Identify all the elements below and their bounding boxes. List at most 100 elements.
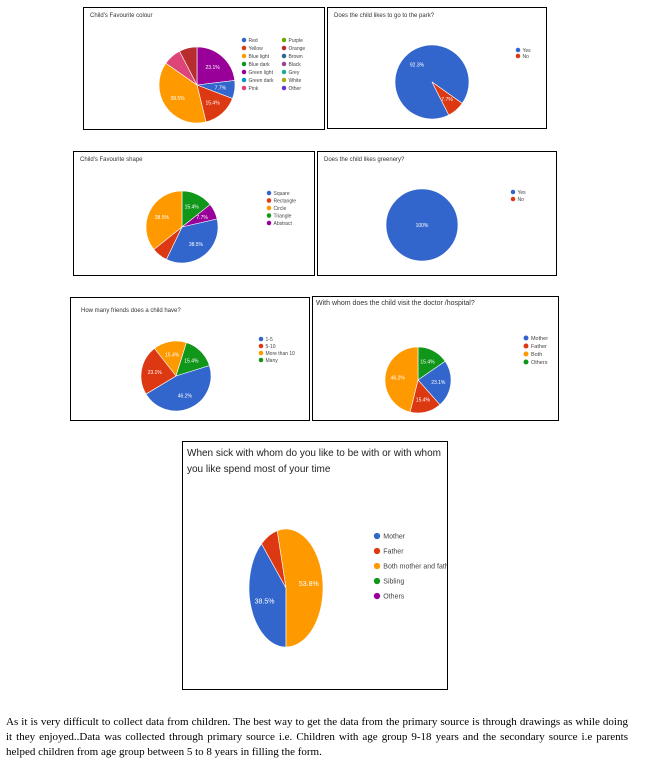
legend-label: No	[518, 197, 525, 203]
data-label: 38.5%	[170, 96, 185, 102]
legend-label: Circle	[274, 206, 287, 212]
data-label: 15.4%	[420, 360, 435, 366]
legend-label: White	[289, 78, 302, 84]
legend-label: Rectangle	[274, 198, 297, 204]
legend-marker	[241, 77, 247, 83]
legend-label: More than 10	[266, 351, 296, 357]
pie-chart-when-sick: 38.5% 53.8% Mother Father Both mother and fa…	[248, 528, 448, 648]
legend-label: Blue light	[249, 54, 270, 60]
legend-label: 5-10	[266, 344, 276, 350]
legend-marker	[266, 198, 272, 203]
data-label: 15.4%	[184, 358, 199, 364]
data-label: 92.3%	[410, 62, 425, 68]
legend-marker	[281, 61, 287, 67]
legend-marker	[373, 547, 381, 555]
legend-marker	[523, 343, 529, 349]
data-label: 46.2%	[178, 394, 193, 400]
legend-marker	[241, 53, 247, 59]
legend-label: Both	[531, 352, 542, 358]
pie-chart-favourite-colour: 23.1% 7.7% 15.4% 38.5% Red Yellow Blue light Bl…	[158, 37, 306, 124]
legend-marker	[510, 196, 516, 202]
legend-marker	[241, 45, 247, 51]
legend-marker	[241, 61, 247, 67]
legend-label: Many	[266, 358, 279, 364]
legend-label: Mother	[383, 534, 405, 541]
chart-panel-park: Does the child likes to go to the park? …	[327, 7, 547, 129]
legend-label: Father	[383, 549, 404, 556]
legend-label: No	[523, 54, 530, 60]
legend-marker	[266, 190, 272, 196]
pie-slice-both	[384, 346, 419, 413]
chart-title: With whom does the child visit the docto…	[316, 300, 475, 307]
chart-title: Child's Favourite colour	[90, 13, 153, 19]
legend-marker	[258, 357, 264, 363]
legend-marker	[281, 69, 287, 75]
data-label: 53.8%	[299, 581, 319, 588]
legend-marker	[281, 53, 287, 59]
legend-label: Both mother and father	[383, 564, 448, 571]
legend-label: Others	[531, 360, 548, 366]
legend-marker	[281, 45, 287, 51]
legend-marker	[510, 189, 516, 195]
data-label: 15.4%	[205, 100, 220, 106]
legend-label: 1-5	[266, 337, 273, 343]
data-label: 38.5%	[155, 215, 170, 221]
legend-label: Green light	[249, 70, 274, 76]
legend-label: Father	[531, 344, 547, 350]
data-label: 7.7%	[215, 86, 227, 92]
legend-marker	[241, 69, 247, 75]
pie-slice-both-mother-and-father	[276, 528, 324, 648]
chart-title: Does the child likes to go to the park?	[334, 13, 435, 19]
chart-panel-doctor: With whom does the child visit the docto…	[312, 296, 559, 421]
legend-marker	[281, 85, 287, 91]
chart-panel-friends: How many friends does a child have? 15.4…	[70, 297, 310, 421]
legend-marker	[523, 359, 529, 365]
data-label: 38.5%	[189, 242, 204, 248]
legend-label: Orange	[289, 46, 306, 52]
data-label: 7.7%	[441, 97, 453, 103]
legend-label: Others	[383, 594, 405, 601]
legend-marker	[258, 336, 264, 342]
data-label: 100%	[416, 223, 429, 229]
legend-marker	[523, 351, 529, 357]
data-label: 15.4%	[416, 398, 431, 404]
legend-marker	[373, 577, 381, 585]
legend-label: Mother	[531, 336, 548, 342]
legend-marker	[515, 53, 521, 59]
legend-label: Black	[289, 62, 302, 68]
pie-slice-mother	[417, 360, 452, 406]
pie-slice-no	[431, 81, 463, 116]
pie-slice-brown	[179, 46, 198, 86]
pie-slice-mother	[248, 543, 287, 648]
chart-title: How many friends does a child have?	[81, 308, 181, 314]
legend-marker	[281, 37, 287, 43]
legend-marker	[523, 335, 529, 341]
legend-marker	[258, 343, 264, 349]
legend-marker	[373, 592, 381, 600]
chart-panel-when-sick: When sick with whom do you like to be wi…	[182, 441, 448, 690]
legend-marker	[258, 350, 264, 356]
chart-title: Child's Favourite shape	[80, 157, 143, 163]
data-label: 23.1%	[148, 370, 163, 376]
legend-label: Yes	[518, 190, 527, 196]
data-label: 15.4%	[185, 205, 200, 211]
legend-label: Yes	[523, 48, 532, 54]
data-label: 7.7%	[196, 215, 208, 221]
legend-marker	[281, 77, 287, 83]
legend-marker	[373, 562, 381, 570]
caption-paragraph: As it is very difficult to collect data …	[6, 716, 628, 758]
legend-label: Yellow	[249, 46, 264, 52]
legend-marker	[241, 85, 247, 91]
legend-marker	[266, 213, 272, 218]
legend-label: Blue dark	[249, 62, 271, 68]
data-label: 46.2%	[391, 375, 406, 381]
chart-panel-greenery: Does the child likes greenery? 100% Yes No	[317, 151, 557, 276]
data-label: 23.1%	[206, 65, 221, 71]
pie-slice-5-10	[140, 347, 177, 395]
legend-label: Triangle	[274, 213, 292, 219]
legend-label: Sibling	[383, 579, 404, 586]
